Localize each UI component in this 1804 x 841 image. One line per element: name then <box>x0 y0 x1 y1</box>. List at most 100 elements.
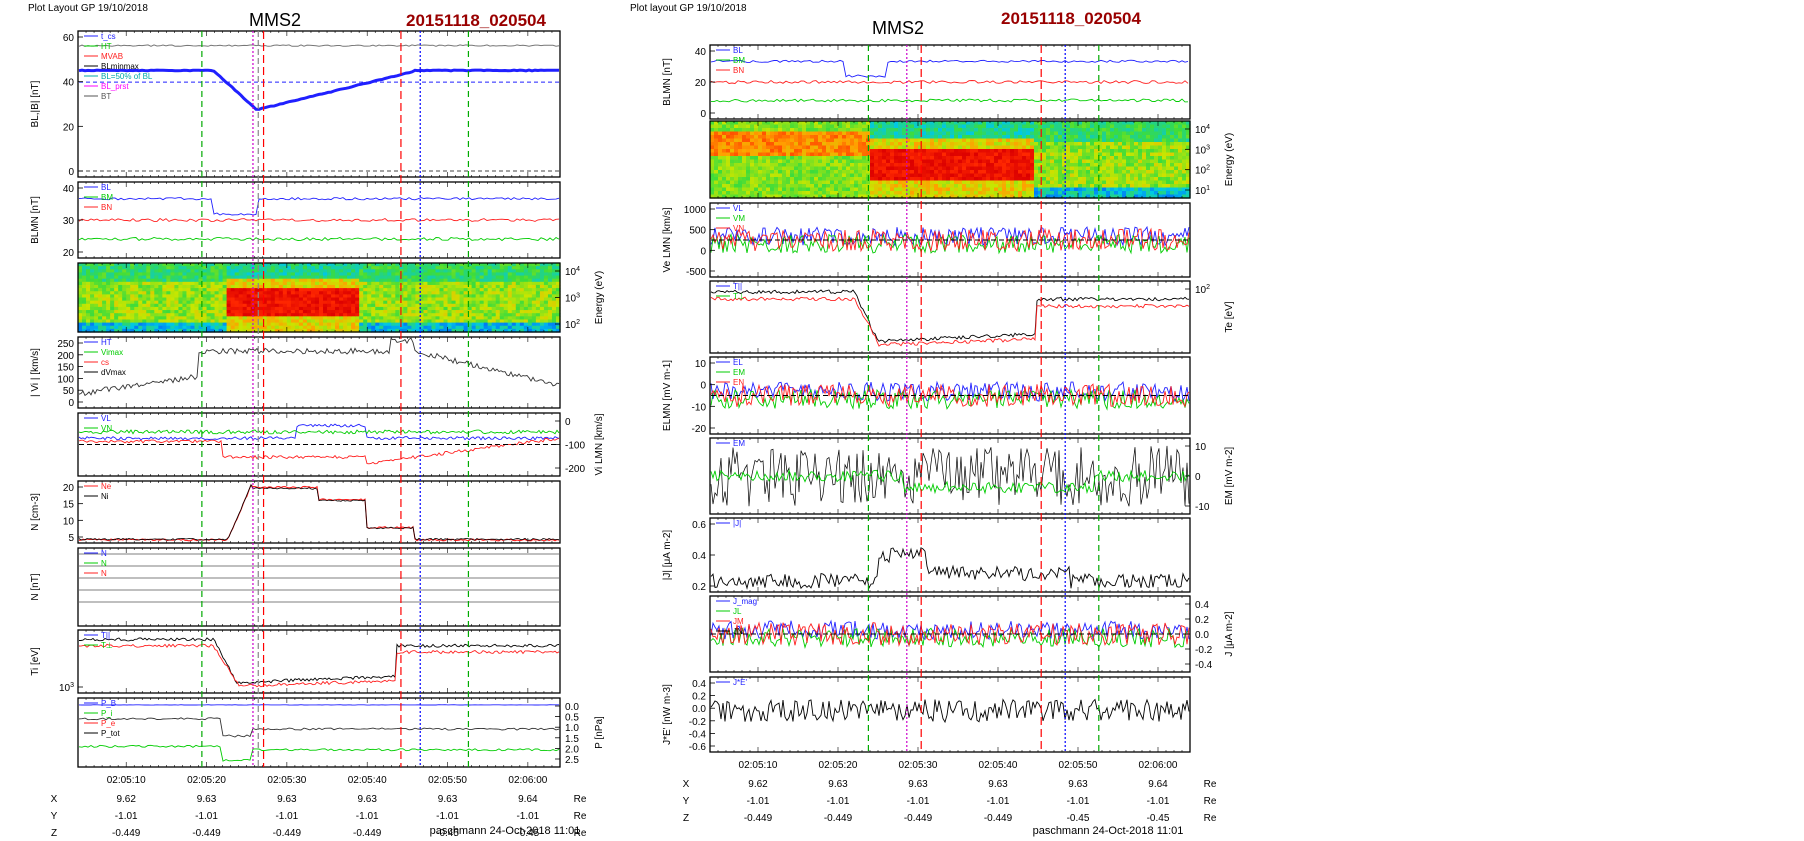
spectrogram-cell <box>258 272 264 277</box>
spectrogram-cell <box>407 291 412 295</box>
spectrogram-cell <box>122 266 127 270</box>
ephemeris-value: -0.45 <box>516 828 539 839</box>
spectrogram-cell <box>786 177 791 182</box>
spectrogram-cell <box>710 180 715 185</box>
spectrogram-cell <box>395 281 400 286</box>
spectrogram-cell <box>254 266 260 270</box>
spectrogram-cell <box>750 180 755 185</box>
spectrogram-cell <box>794 124 799 129</box>
spectrogram-cell <box>314 278 320 283</box>
spectrogram-cell <box>455 291 461 295</box>
spectrogram-cell <box>523 278 529 283</box>
spectrogram-cell <box>298 325 304 330</box>
spectrogram-cell <box>98 300 103 305</box>
spectrogram-cell <box>138 316 143 321</box>
spectrogram-cell <box>86 297 91 302</box>
spectrogram-cell <box>714 166 719 171</box>
spectrogram-cell <box>270 275 276 280</box>
spectrogram-cell <box>774 142 779 147</box>
spectrogram-cell <box>319 266 324 270</box>
spectrogram-cell <box>822 149 827 154</box>
spectrogram-cell <box>451 281 457 286</box>
spectrogram-cell <box>487 316 493 321</box>
spectrogram-cell <box>379 269 384 274</box>
spectrogram-cell <box>738 194 743 199</box>
spectrogram-cell <box>527 325 533 330</box>
spectrogram-cell <box>451 266 457 270</box>
spectrogram-cell <box>806 166 811 171</box>
spectrogram-cell <box>387 294 392 299</box>
spectrogram-cell <box>122 319 127 324</box>
spectrogram-cell <box>794 180 799 185</box>
spectrogram-cell <box>459 297 465 302</box>
spectrogram-cell <box>130 278 135 283</box>
spectrogram-cell <box>138 284 143 289</box>
spectrogram-cell <box>722 191 727 196</box>
spectrogram-cell <box>459 306 465 311</box>
spectrogram-cell <box>463 288 469 292</box>
spectrogram-cell <box>718 163 723 168</box>
spectrogram-cell <box>790 135 795 140</box>
spectrogram-cell <box>110 310 115 314</box>
spectrogram-cell <box>798 138 803 143</box>
spectrogram-cell <box>511 319 517 324</box>
spectrogram-cell <box>78 325 83 330</box>
spectrogram-cell <box>543 316 549 321</box>
spectrogram-cell <box>483 272 489 277</box>
spectrogram-cell <box>826 149 831 154</box>
spectrogram-cell <box>94 284 99 289</box>
spectrogram-cell <box>710 159 715 164</box>
spectrogram-cell <box>870 177 875 182</box>
spectrogram-cell <box>846 131 851 136</box>
spectrogram-cell <box>214 291 220 295</box>
spectrogram-cell <box>162 269 167 274</box>
spectrogram-cell <box>535 316 541 321</box>
spectrogram-cell <box>351 328 356 333</box>
spectrogram-cell <box>395 294 400 299</box>
spectrogram-cell <box>379 297 384 302</box>
spectrogram-cell <box>798 166 803 171</box>
spectrogram-cell <box>746 145 751 150</box>
spectrogram-cell <box>866 131 871 136</box>
spectrogram-cell <box>718 124 723 129</box>
spectrogram-cell <box>262 303 268 308</box>
spectrogram-cell <box>523 281 529 286</box>
spectrogram-cell <box>359 306 364 311</box>
spectrogram-cell <box>118 325 123 330</box>
spectrogram-cell <box>278 300 284 305</box>
legend-label: BLminmax <box>101 62 139 71</box>
spectrogram-cell <box>339 269 344 274</box>
spectrogram-cell <box>790 159 795 164</box>
spectrogram-cell <box>387 284 392 289</box>
spectrogram-cell <box>86 278 91 283</box>
ephemeris-value: 9.62 <box>116 794 136 805</box>
spectrogram-cell <box>387 322 392 327</box>
spectrogram-cell <box>367 266 372 270</box>
spectrogram-cell <box>491 316 497 321</box>
spectrogram-cell <box>766 131 771 136</box>
spectrogram-cell <box>254 291 260 295</box>
spectrogram-cell <box>523 310 529 314</box>
spectrogram-cell <box>218 313 224 317</box>
spectrogram-cell <box>455 272 461 277</box>
spectrogram-cell <box>419 266 425 270</box>
spectrogram-cell <box>822 156 827 161</box>
spectrogram-cell <box>555 322 561 327</box>
spectrogram-cell <box>90 263 95 267</box>
spectrogram-cell <box>298 263 304 267</box>
spectrogram-cell <box>814 187 819 192</box>
spectrogram-cell <box>174 294 180 299</box>
spectrogram-cell <box>543 328 549 333</box>
spectrogram-cell <box>778 152 783 157</box>
spectrogram-cell <box>94 275 99 280</box>
spectrogram-cell <box>814 184 819 189</box>
spectrogram-cell <box>710 121 715 126</box>
panel-bl-frame <box>77 30 561 178</box>
spectrogram-cell <box>310 303 316 308</box>
spectrogram-cell <box>762 194 767 199</box>
spectrogram-cell <box>270 263 276 267</box>
spectrogram-cell <box>262 272 268 277</box>
spectrogram-cell <box>782 131 787 136</box>
spectrogram-cell <box>770 138 775 143</box>
spectrogram-cell <box>182 322 188 327</box>
